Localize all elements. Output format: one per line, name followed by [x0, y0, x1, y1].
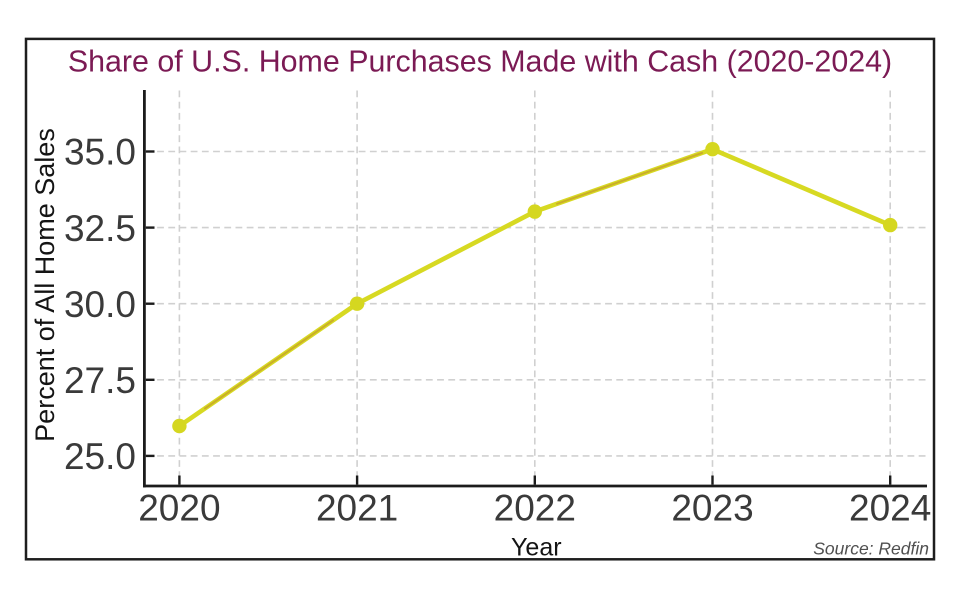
svg-text:Source: Redfin: Source: Redfin: [813, 539, 929, 559]
svg-text:32.5: 32.5: [64, 208, 136, 249]
svg-text:Year: Year: [511, 534, 562, 562]
svg-text:Share of U.S. Home Purchases M: Share of U.S. Home Purchases Made with C…: [68, 45, 892, 79]
svg-text:30.0: 30.0: [64, 284, 136, 325]
svg-text:2020: 2020: [138, 488, 220, 529]
svg-text:2023: 2023: [671, 488, 753, 529]
svg-text:2021: 2021: [316, 488, 398, 529]
svg-text:27.5: 27.5: [64, 360, 136, 401]
svg-text:2024: 2024: [849, 488, 931, 529]
svg-text:25.0: 25.0: [64, 436, 136, 477]
svg-text:35.0: 35.0: [64, 132, 136, 173]
svg-text:2022: 2022: [494, 488, 576, 529]
svg-text:Percent of All Home Sales: Percent of All Home Sales: [30, 128, 60, 442]
